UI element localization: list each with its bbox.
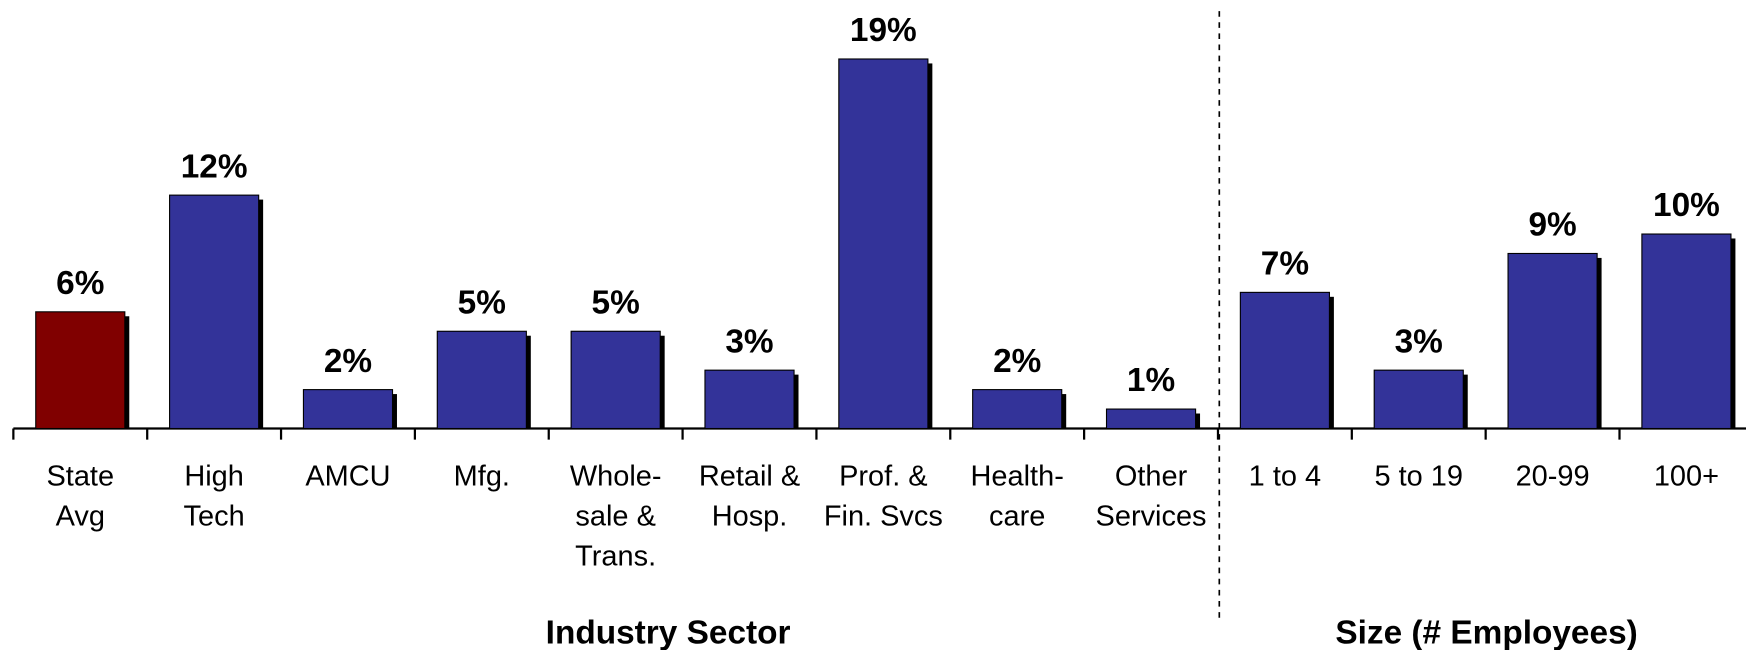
x-tick-label: Other Services <box>1096 460 1207 532</box>
value-label: 3% <box>1395 323 1443 360</box>
x-tick-label: 100+ <box>1654 460 1719 492</box>
bar <box>169 194 260 430</box>
value-label: 10% <box>1653 187 1720 224</box>
bar <box>436 330 527 430</box>
value-label: 5% <box>592 284 640 321</box>
value-label: 6% <box>56 265 104 302</box>
x-tick-label: Retail & Hosp. <box>699 460 800 532</box>
x-tick-label: Whole-sale & Trans. <box>570 460 662 572</box>
value-label: 19% <box>850 12 917 49</box>
bar <box>972 389 1063 430</box>
bar <box>1105 408 1197 430</box>
value-label: 7% <box>1261 246 1309 283</box>
x-tick-label: Health-care <box>971 460 1064 532</box>
value-label: 1% <box>1127 362 1175 399</box>
x-tick-label: 20-99 <box>1516 460 1590 492</box>
x-tick-label: AMCU <box>305 460 390 492</box>
x-tick-label: Prof. & Fin. Svcs <box>824 460 943 532</box>
group-label: Industry Sector <box>546 614 791 650</box>
value-label: 5% <box>458 284 506 321</box>
value-label: 2% <box>324 343 372 380</box>
bar <box>838 58 929 430</box>
x-tick-label: Mfg. <box>454 460 510 492</box>
bar <box>704 369 795 430</box>
x-tick-label: State Avg <box>46 460 114 532</box>
bar <box>1239 291 1330 430</box>
bar <box>302 389 394 430</box>
value-label: 9% <box>1528 207 1576 244</box>
bar <box>1641 233 1732 430</box>
value-label: 3% <box>725 323 773 360</box>
bar <box>1507 252 1598 430</box>
bar <box>35 311 126 430</box>
bar <box>1373 369 1464 430</box>
x-tick-label: 5 to 19 <box>1374 460 1463 492</box>
value-label: 12% <box>181 148 248 185</box>
x-tick-label: 1 to 4 <box>1249 460 1321 492</box>
group-label: Size (# Employees) <box>1335 614 1637 650</box>
bar <box>570 330 661 430</box>
value-label: 2% <box>993 343 1041 380</box>
x-tick-label: High Tech <box>184 460 245 532</box>
